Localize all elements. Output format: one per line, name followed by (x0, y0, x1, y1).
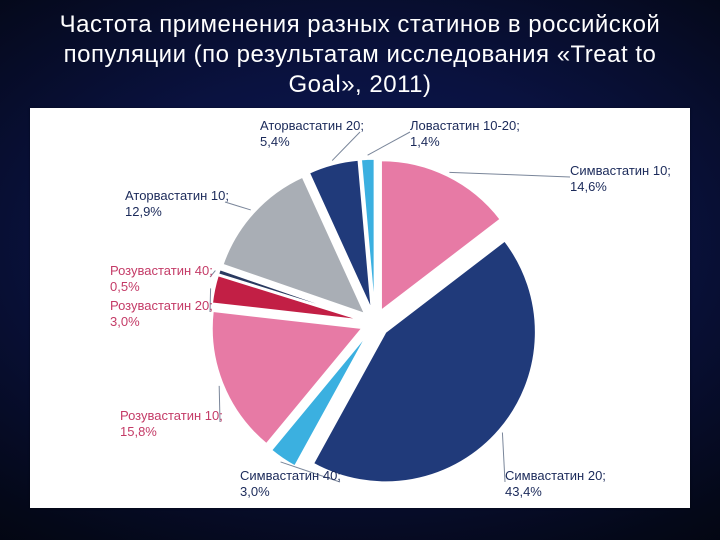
leader-sim10 (449, 172, 570, 177)
label-lova: Ловастатин 10-20;1,4% (410, 118, 520, 149)
label-ros10: Розувастатин 10;15,8% (120, 408, 223, 439)
label-sim20: Симвастатин 20;43,4% (505, 468, 606, 499)
label-ator20: Аторвастатин 20;5,4% (260, 118, 364, 149)
label-ros20: Розувастатин 20;3,0% (110, 298, 213, 329)
leader-lova (368, 132, 410, 155)
label-ros40: Розувастатин 40;0,5% (110, 263, 213, 294)
label-ator10: Аторвастатин 10;12,9% (125, 188, 229, 219)
label-sim10: Симвастатин 10;14,6% (570, 163, 671, 194)
label-sim40: Симвастатин 40;3,0% (240, 468, 341, 499)
slide-root: Частота применения разных статинов в рос… (0, 0, 720, 540)
slide-title: Частота применения разных статинов в рос… (0, 0, 720, 100)
pie-chart: Симвастатин 10;14,6% Симвастатин 20;43,4%… (30, 108, 690, 508)
